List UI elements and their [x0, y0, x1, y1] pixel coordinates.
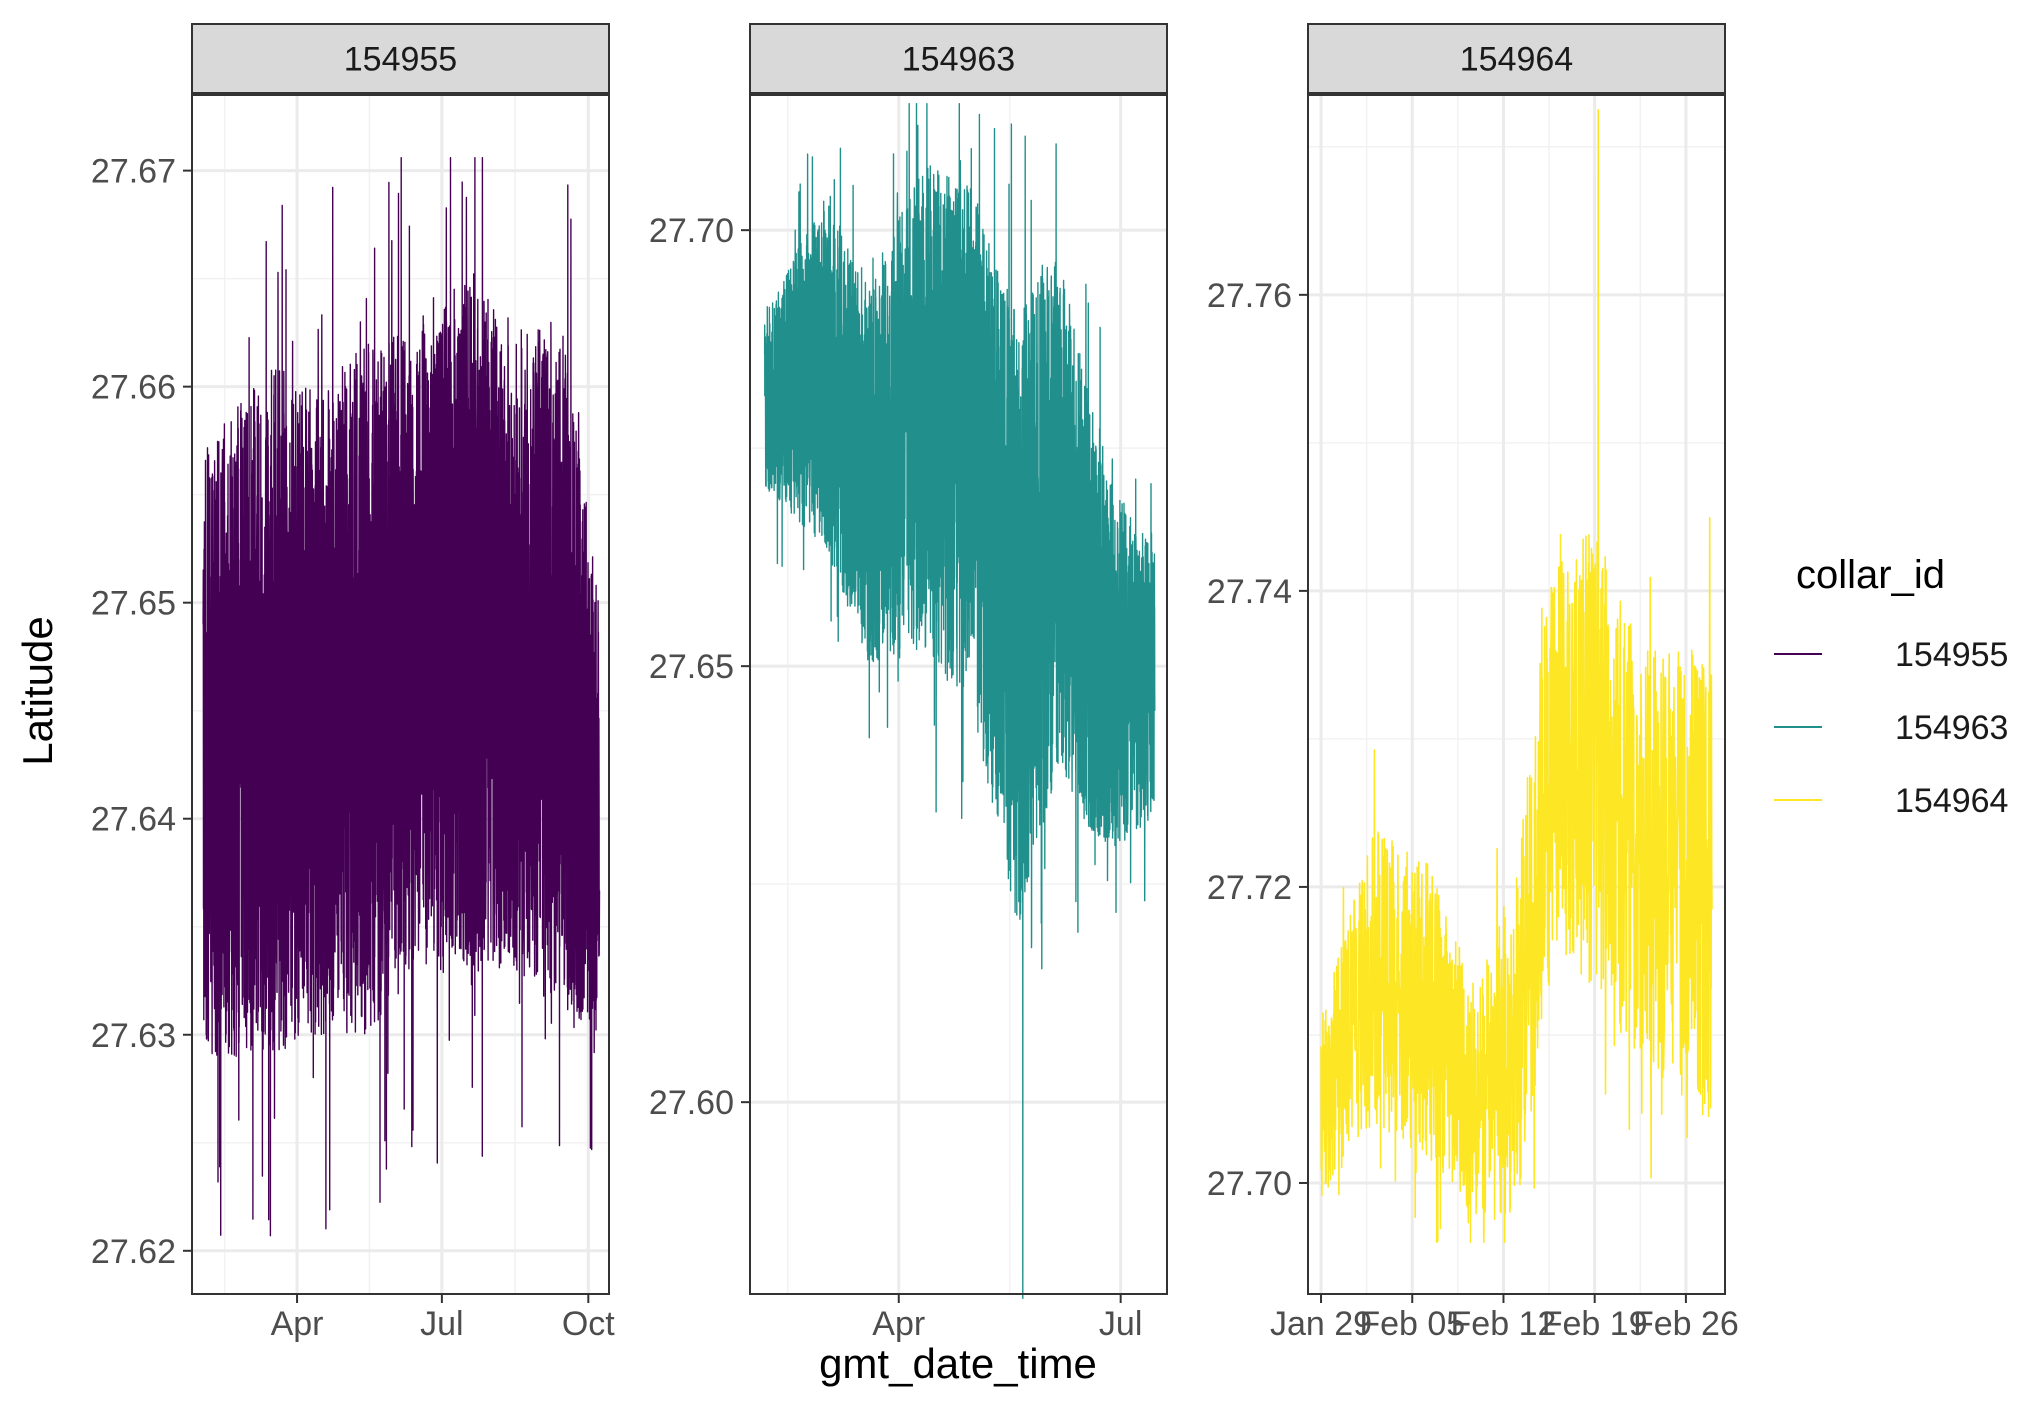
x-tick-label: Apr — [872, 1305, 925, 1343]
legend: collar_id 154955 154963 154964 — [1774, 553, 2008, 820]
x-tick-label: Feb 12 — [1451, 1305, 1557, 1343]
legend-title: collar_id — [1796, 553, 1945, 597]
x-tick-label: Apr — [271, 1305, 324, 1343]
y-tick-label: 27.70 — [649, 212, 734, 250]
y-tick-label: 27.65 — [649, 648, 734, 686]
y-tick-label: 27.62 — [91, 1233, 176, 1271]
y-tick-label: 27.76 — [1207, 277, 1292, 315]
panel-border — [191, 94, 610, 1295]
y-tick-label: 27.67 — [91, 153, 176, 191]
x-axis-title: gmt_date_time — [819, 1340, 1097, 1387]
y-axis-title: Latitude — [14, 616, 61, 765]
strip-background — [749, 23, 1168, 94]
legend-item-154963: 154963 — [1774, 709, 2008, 747]
x-tick-label: Jul — [420, 1305, 463, 1343]
y-tick-label: 27.60 — [649, 1084, 734, 1122]
legend-label: 154963 — [1895, 709, 2008, 747]
legend-items: 154955 154963 154964 — [1774, 636, 2008, 820]
strip-label: 154955 — [344, 41, 457, 79]
y-tick-label: 27.70 — [1207, 1165, 1292, 1203]
legend-label: 154964 — [1895, 782, 2008, 820]
series-line-154963 — [763, 103, 1156, 1300]
facet-panels: 154955 27.62 27.63 27.64 27.65 27.66 27.67 Apr J… — [91, 23, 1739, 1343]
strip-background — [191, 23, 610, 94]
panel-154963: 154963 27.60 27.65 27.70 Apr Jul — [649, 23, 1168, 1343]
y-tick-label: 27.65 — [91, 585, 176, 623]
strip-label: 154963 — [902, 41, 1015, 79]
panel-border — [1307, 94, 1726, 1295]
x-tick-label: Feb 26 — [1633, 1305, 1739, 1343]
y-tick-label: 27.63 — [91, 1017, 176, 1055]
x-tick-label: Feb 05 — [1359, 1305, 1465, 1343]
panel-border — [749, 94, 1168, 1295]
y-tick-label: 27.72 — [1207, 869, 1292, 907]
strip-label: 154964 — [1460, 41, 1573, 79]
y-tick-label: 27.74 — [1207, 573, 1292, 611]
legend-label: 154955 — [1895, 636, 2008, 674]
x-tick-label: Oct — [562, 1305, 615, 1343]
x-tick-label: Jul — [1099, 1305, 1142, 1343]
legend-item-154955: 154955 — [1774, 636, 2008, 674]
panel-154955: 154955 27.62 27.63 27.64 27.65 27.66 27.67 Apr J… — [91, 23, 615, 1343]
y-tick-label: 27.64 — [91, 801, 176, 839]
series-line-154964 — [1320, 109, 1713, 1243]
x-tick-label: Jan 29 — [1270, 1305, 1372, 1343]
series-line-154955 — [202, 157, 601, 1237]
y-tick-label: 27.66 — [91, 369, 176, 407]
legend-item-154964: 154964 — [1774, 782, 2008, 820]
x-tick-label: Feb 19 — [1542, 1305, 1648, 1343]
strip-background — [1307, 23, 1726, 94]
